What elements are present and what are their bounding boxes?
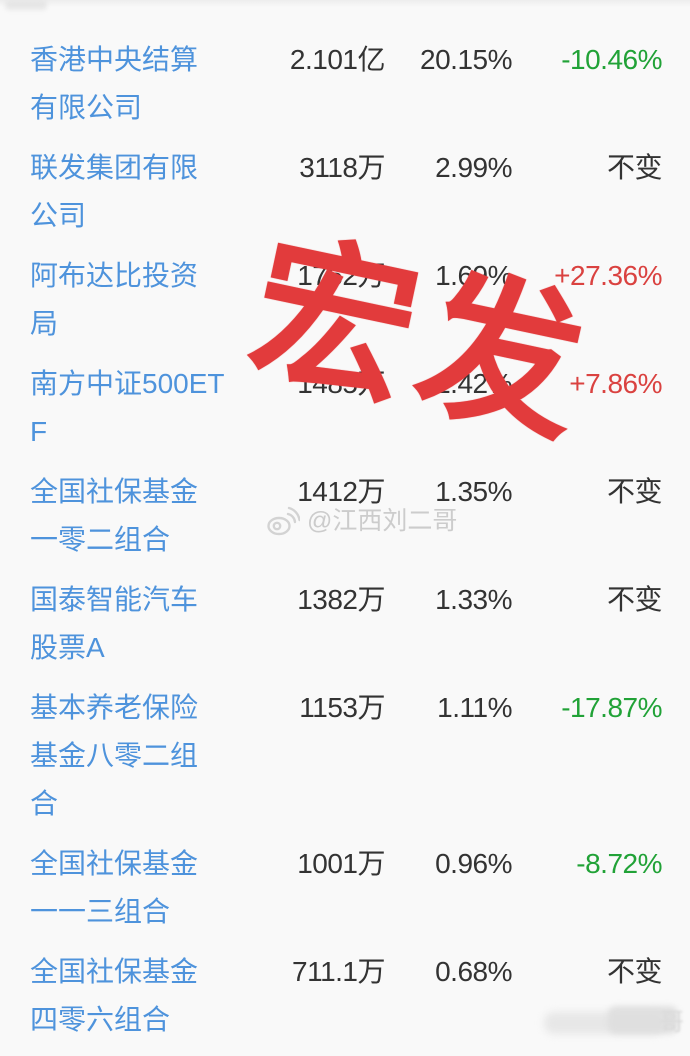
- change-percent: -10.46%: [561, 44, 662, 75]
- ownership-percent: 1.35%: [435, 476, 512, 507]
- corner-artifact: [5, 1, 47, 10]
- table-row[interactable]: 阿布达比投资局 1762万 1.69% +27.36%: [0, 252, 690, 348]
- ownership-percent: 1.69%: [435, 260, 512, 291]
- shareholder-name: 联发集团有限公司: [30, 152, 199, 231]
- shares-held: 1382万: [297, 584, 385, 615]
- ownership-percent: 20.15%: [420, 44, 512, 75]
- shareholder-name: 全国社保基金一一三组合: [30, 848, 199, 927]
- shares-held: 2.101亿: [289, 44, 386, 75]
- ownership-percent: 1.33%: [435, 584, 512, 615]
- change-percent: -17.87%: [561, 692, 662, 723]
- change-percent: 不变: [606, 476, 663, 507]
- shares-held: 711.1万: [292, 956, 386, 987]
- change-percent: -8.72%: [576, 848, 662, 879]
- table-row[interactable]: 香港中央结算有限公司 2.101亿 20.15% -10.46%: [0, 36, 690, 132]
- shares-held: 3118万: [299, 152, 385, 183]
- shares-held: 1762万: [297, 260, 385, 291]
- change-percent: 不变: [606, 956, 663, 987]
- ownership-percent: 0.96%: [435, 848, 512, 879]
- table-row[interactable]: 基本养老保险基金八零二组合 1153万 1.11% -17.87%: [0, 684, 690, 828]
- table-row[interactable]: 全国社保基金一零二组合 1412万 1.35% 不变: [0, 468, 690, 564]
- ownership-percent: 0.68%: [435, 956, 512, 987]
- table-row[interactable]: 南方中证500ETF 1485万 1.42% +7.86%: [0, 360, 690, 456]
- ownership-percent: 2.99%: [435, 152, 512, 183]
- table-row[interactable]: 全国社保基金四零六组合 711.1万 0.68% 不变: [0, 948, 690, 1044]
- shareholder-name: 全国社保基金一零二组合: [30, 476, 199, 555]
- change-percent: +7.86%: [569, 368, 662, 399]
- shares-held: 1485万: [297, 368, 385, 399]
- shares-held: 1153万: [299, 692, 385, 723]
- shareholder-name: 全国社保基金四零六组合: [30, 956, 199, 1035]
- ownership-percent: 1.11%: [437, 692, 512, 723]
- shares-held: 1001万: [297, 848, 385, 879]
- ownership-percent: 1.42%: [435, 368, 512, 399]
- change-percent: +27.36%: [554, 260, 662, 291]
- table-row[interactable]: 全国社保基金一一三组合 1001万 0.96% -8.72%: [0, 840, 690, 936]
- change-percent: 不变: [606, 584, 663, 615]
- table-row[interactable]: 国泰智能汽车股票A 1382万 1.33% 不变: [0, 576, 690, 672]
- shareholder-name: 阿布达比投资局: [30, 260, 199, 339]
- shareholder-name: 南方中证500ETF: [30, 368, 225, 447]
- shareholder-name: 国泰智能汽车股票A: [30, 584, 199, 663]
- shareholder-name: 基本养老保险基金八零二组合: [30, 692, 199, 819]
- shares-held: 1412万: [297, 476, 385, 507]
- shareholder-name: 香港中央结算有限公司: [30, 44, 199, 123]
- table-row[interactable]: 联发集团有限公司 3118万 2.99% 不变: [0, 144, 690, 240]
- change-percent: 不变: [606, 152, 663, 183]
